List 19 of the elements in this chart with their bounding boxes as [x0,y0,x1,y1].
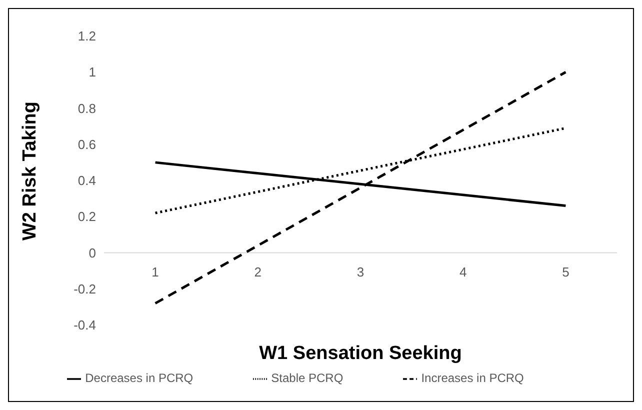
y-tick-label: 0.2 [78,209,96,224]
y-tick-label: 0.4 [78,173,96,188]
legend-label: Stable PCRQ [271,371,344,385]
y-axis-title: W2 Risk Taking [20,101,41,240]
x-tick-label: 3 [356,264,364,280]
legend-label: Decreases in PCRQ [85,371,194,385]
x-tick-label: 2 [254,264,262,280]
y-tick-label: -0.4 [74,318,96,333]
x-tick-label: 4 [459,264,467,280]
y-tick-label: 1 [88,64,96,80]
x-tick-label: 5 [562,264,570,280]
y-tick-label: 0 [88,245,96,260]
legend-label: Increases in PCRQ [421,371,524,385]
y-tick-label: -0.2 [74,281,96,296]
x-axis-title: W1 Sensation Seeking [259,343,462,364]
y-tick-label: 0.6 [78,136,96,152]
y-tick-label: 1.2 [78,28,96,44]
y-tick-label: 0.8 [78,100,96,116]
x-tick-label: 1 [152,264,159,280]
